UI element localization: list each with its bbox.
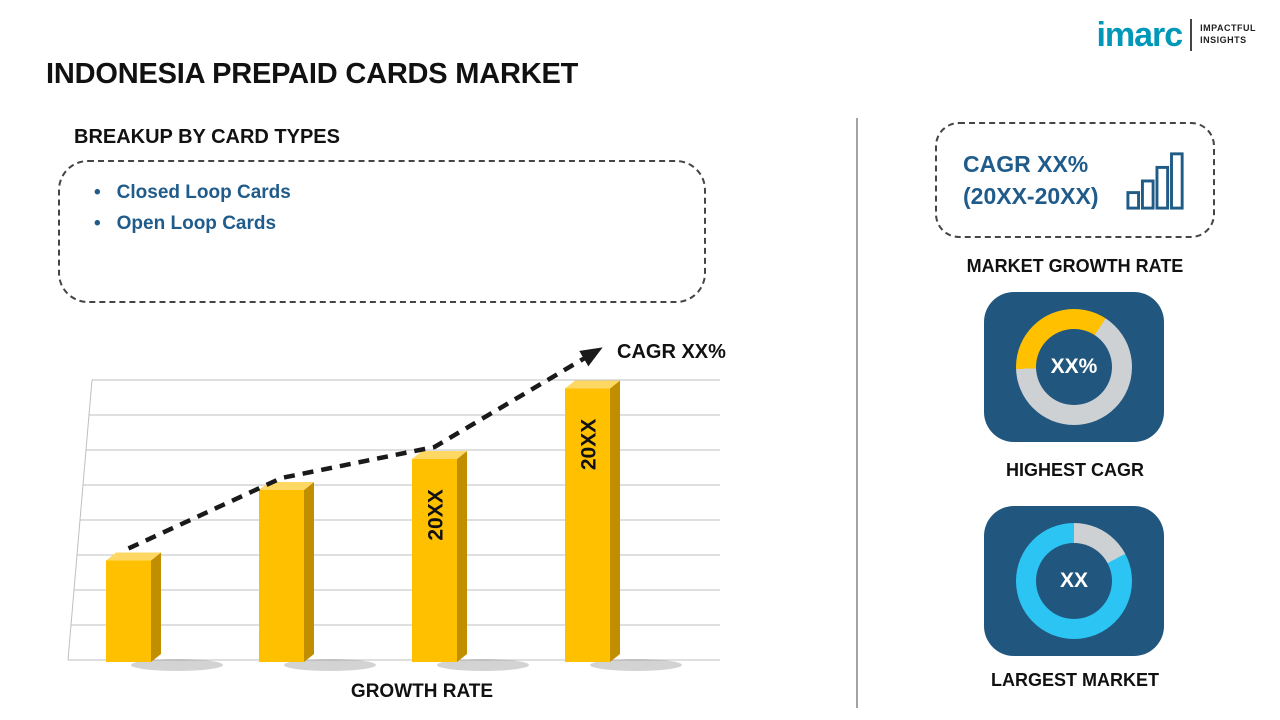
card-type-label: Closed Loop Cards — [116, 182, 291, 203]
market-growth-rate-caption: MARKET GROWTH RATE — [966, 256, 1184, 276]
logo-divider — [1190, 19, 1193, 51]
highest-cagr-tile: XX% — [984, 292, 1164, 442]
cagr-summary-text: CAGR XX% (20XX-20XX) — [963, 148, 1099, 212]
chart-title: GROWTH RATE — [350, 681, 494, 702]
svg-text:20XX: 20XX — [578, 419, 601, 470]
cagr-summary-card: CAGR XX% (20XX-20XX) — [935, 122, 1215, 238]
breakup-heading: BREAKUP BY CARD TYPES — [74, 126, 340, 148]
logo-tagline-line1: IMPACTFUL — [1200, 23, 1256, 34]
growth-rate-chart: 20XX 20XX — [67, 347, 720, 671]
list-item: Open Loop Cards — [94, 209, 670, 240]
logo-tagline: IMPACTFUL INSIGHTS — [1200, 23, 1256, 46]
card-type-label: Open Loop Cards — [116, 212, 277, 234]
cagr-value-line: CAGR XX% — [963, 150, 1089, 177]
list-item: Closed Loop Cards — [94, 178, 670, 209]
highest-cagr-value: XX% — [1036, 329, 1112, 405]
svg-text:20XX: 20XX — [425, 489, 448, 540]
imarc-logo: imarc IMPACTFUL INSIGHTS — [1096, 18, 1256, 52]
section-divider — [856, 118, 858, 708]
breakup-card-types-box: Closed Loop Cards Open Loop Cards — [58, 160, 706, 303]
largest-market-donut-chart: XX — [1016, 523, 1132, 639]
bullet-icon — [94, 209, 101, 240]
growth-rate-chart-section: 20XX 20XX CAGR XX% GROWTH RATE — [58, 335, 758, 717]
largest-market-tile: XX — [984, 506, 1164, 656]
cagr-trend-label: CAGR XX% — [617, 341, 726, 363]
page-title: INDONESIA PREPAID CARDS MARKET — [46, 58, 579, 90]
highest-cagr-caption: HIGHEST CAGR — [1005, 460, 1144, 480]
logo-brand-text: imarc — [1096, 16, 1183, 54]
largest-market-caption: LARGEST MARKET — [991, 670, 1159, 690]
highest-cagr-donut-chart: XX% — [1016, 309, 1132, 425]
cagr-period-line: (20XX-20XX) — [963, 183, 1099, 209]
bullet-icon — [94, 178, 101, 209]
logo-tagline-line2: INSIGHTS — [1200, 35, 1247, 45]
bar-chart-icon — [1126, 152, 1184, 210]
largest-market-value: XX — [1036, 543, 1112, 619]
